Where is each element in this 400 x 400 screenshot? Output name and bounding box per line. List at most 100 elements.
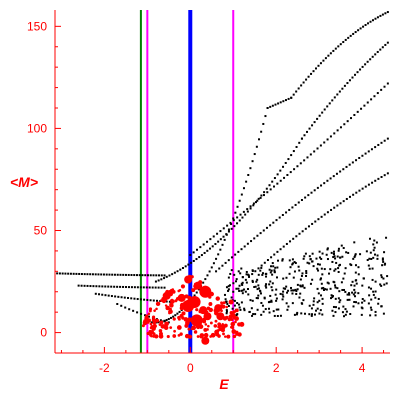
black-point — [368, 237, 371, 240]
black-point — [282, 245, 285, 248]
black-point — [343, 123, 346, 126]
red-point — [145, 314, 149, 318]
red-point — [213, 324, 218, 328]
black-point — [371, 55, 374, 58]
black-point — [338, 290, 341, 293]
black-point — [323, 182, 326, 185]
black-point — [283, 176, 286, 179]
black-point — [333, 206, 336, 209]
black-point — [296, 283, 299, 286]
black-point — [308, 127, 311, 130]
black-point — [355, 159, 358, 162]
black-point — [317, 292, 320, 295]
black-point — [98, 285, 101, 288]
series-red-points — [141, 274, 245, 345]
black-point — [382, 277, 385, 280]
black-point — [336, 93, 339, 96]
black-point — [260, 301, 263, 304]
black-point — [380, 276, 383, 279]
black-point — [270, 269, 273, 272]
black-point — [341, 87, 344, 90]
black-point — [219, 238, 222, 241]
black-point — [154, 321, 157, 324]
black-point — [243, 245, 246, 248]
black-point — [318, 263, 321, 266]
red-point — [231, 329, 237, 334]
red-point — [239, 321, 245, 327]
black-point — [369, 20, 372, 23]
black-point — [264, 284, 267, 287]
black-point — [211, 245, 214, 248]
black-point — [206, 274, 209, 277]
black-point — [318, 250, 321, 253]
black-point — [351, 280, 354, 283]
black-point — [344, 38, 347, 41]
black-point — [291, 263, 294, 266]
red-point — [226, 334, 231, 339]
black-point — [366, 60, 369, 63]
black-point — [246, 208, 249, 211]
black-point — [326, 248, 329, 251]
black-point — [306, 156, 309, 159]
black-point — [91, 273, 94, 276]
black-point — [352, 293, 355, 296]
red-point — [230, 318, 234, 322]
black-point — [377, 297, 380, 300]
black-point — [276, 250, 279, 253]
black-point — [130, 297, 133, 300]
black-point — [374, 296, 377, 299]
black-point — [300, 199, 303, 202]
black-point — [264, 308, 267, 311]
red-point — [177, 317, 181, 321]
black-point — [252, 204, 255, 207]
black-point — [341, 288, 344, 291]
black-point — [297, 201, 300, 204]
black-point — [308, 313, 311, 316]
black-point — [327, 54, 330, 57]
red-point — [237, 332, 242, 337]
black-point — [354, 253, 357, 256]
x-tick-label: 0 — [187, 361, 194, 375]
black-point — [374, 179, 377, 182]
red-point — [141, 324, 145, 328]
black-point — [380, 88, 383, 91]
red-point — [179, 306, 184, 311]
black-point — [286, 173, 289, 176]
black-point — [369, 58, 372, 61]
black-point — [151, 286, 154, 289]
black-point — [285, 276, 288, 279]
black-point — [140, 312, 143, 315]
black-point — [264, 115, 267, 118]
black-point — [122, 285, 125, 288]
black-point — [269, 280, 272, 283]
black-point — [346, 293, 349, 296]
black-point — [178, 310, 181, 313]
red-point — [208, 301, 213, 306]
black-point — [249, 207, 252, 210]
black-point — [208, 270, 211, 273]
black-point — [370, 98, 373, 101]
black-point — [328, 102, 331, 105]
black-point — [276, 266, 279, 269]
black-point — [353, 288, 356, 291]
black-point — [251, 279, 254, 282]
black-point — [372, 256, 375, 259]
red-point — [179, 313, 184, 318]
black-point — [317, 218, 320, 221]
red-point — [209, 335, 213, 338]
red-point — [206, 328, 209, 331]
black-point — [173, 271, 176, 274]
black-point — [290, 154, 293, 157]
black-point — [225, 300, 228, 303]
black-point — [272, 310, 275, 313]
black-point — [370, 148, 373, 151]
black-point — [240, 267, 243, 270]
black-point — [251, 269, 254, 272]
black-point — [254, 270, 257, 273]
black-point — [288, 208, 291, 211]
black-point — [309, 153, 312, 156]
black-point — [108, 273, 111, 276]
black-point — [143, 298, 146, 301]
black-point — [382, 260, 385, 263]
black-point — [266, 191, 269, 194]
